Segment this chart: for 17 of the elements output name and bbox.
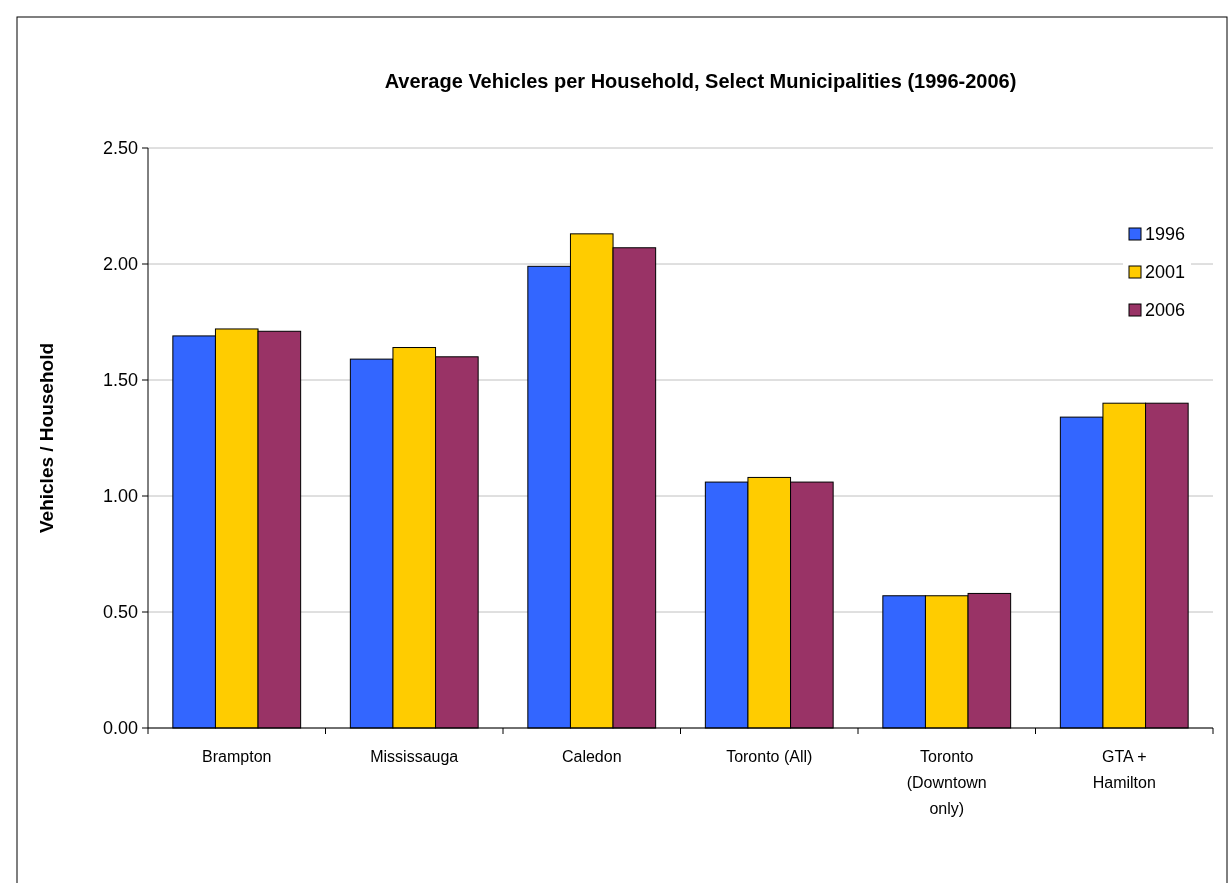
legend-label: 2006 <box>1145 300 1186 321</box>
legend-label: 2001 <box>1145 262 1186 283</box>
y-tick-label: 2.50 <box>102 138 138 159</box>
y-tick-label: 1.00 <box>102 486 138 507</box>
x-tick-label: Brampton <box>202 748 272 765</box>
x-tick-label: Caledon <box>561 748 622 765</box>
x-tick-label: Mississauga <box>370 748 459 765</box>
y-tick-label: 0.00 <box>102 718 138 739</box>
chart-title: Average Vehicles per Household, Select Municipalities (1996-2006) <box>384 70 1017 92</box>
x-tick-label: Toronto (Downtown only) <box>906 748 987 817</box>
x-tick-label: GTA + Hamilton <box>1092 748 1156 791</box>
y-axis-title: Vehicles / Household <box>36 342 57 534</box>
x-tick-label: Toronto (All) <box>726 748 813 765</box>
y-tick-label: 1.50 <box>102 370 138 391</box>
y-tick-label: 2.00 <box>102 254 138 275</box>
legend-label: 1996 <box>1145 224 1186 245</box>
y-tick-label: 0.50 <box>102 602 138 623</box>
